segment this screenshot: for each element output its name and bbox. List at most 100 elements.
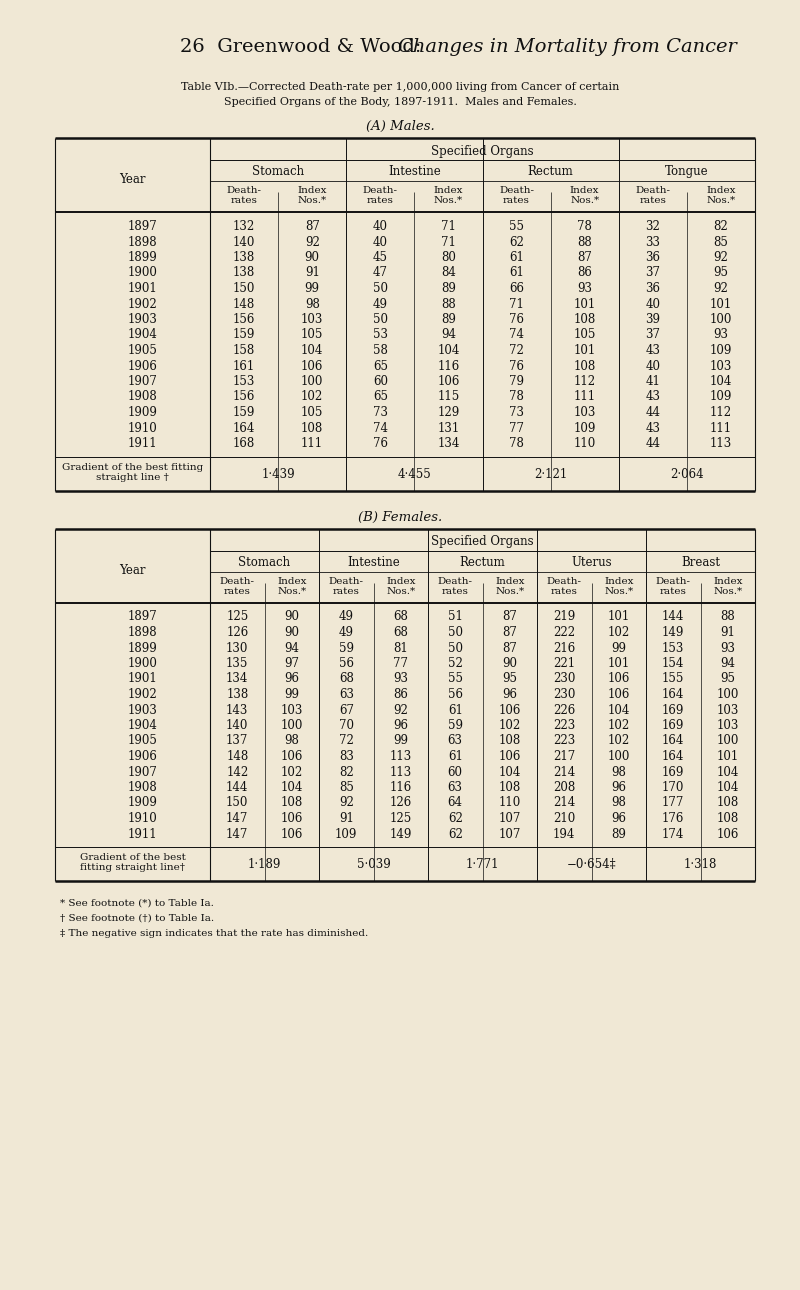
Text: 144: 144	[226, 780, 249, 795]
Text: 148: 148	[233, 298, 255, 311]
Text: 5·039: 5·039	[357, 858, 390, 871]
Text: 1902: 1902	[128, 298, 158, 311]
Text: 106: 106	[607, 688, 630, 700]
Text: 106: 106	[607, 672, 630, 685]
Text: 60: 60	[448, 765, 462, 778]
Text: 217: 217	[553, 749, 575, 762]
Text: 1911: 1911	[128, 437, 158, 450]
Text: ‡ The negative sign indicates that the rate has diminished.: ‡ The negative sign indicates that the r…	[60, 929, 368, 938]
Text: 107: 107	[498, 827, 521, 841]
Text: 113: 113	[390, 749, 412, 762]
Text: 79: 79	[509, 375, 524, 388]
Text: 112: 112	[574, 375, 596, 388]
Text: 210: 210	[553, 811, 575, 826]
Text: 39: 39	[646, 313, 660, 326]
Text: 1911: 1911	[128, 827, 158, 841]
Text: 85: 85	[339, 780, 354, 795]
Text: 47: 47	[373, 267, 388, 280]
Text: † See footnote (†) to Table Ia.: † See footnote (†) to Table Ia.	[60, 915, 214, 924]
Text: 103: 103	[710, 360, 732, 373]
Text: 62: 62	[448, 811, 462, 826]
Text: 147: 147	[226, 811, 249, 826]
Text: 1905: 1905	[127, 344, 158, 357]
Text: Tongue: Tongue	[665, 165, 709, 178]
Text: 1908: 1908	[128, 391, 158, 404]
Text: 4·455: 4·455	[398, 467, 431, 480]
Text: 129: 129	[438, 406, 459, 419]
Text: 111: 111	[574, 391, 596, 404]
Text: 142: 142	[226, 765, 248, 778]
Text: 91: 91	[339, 811, 354, 826]
Text: 96: 96	[611, 811, 626, 826]
Text: 108: 108	[717, 811, 739, 826]
Text: Specified Organs: Specified Organs	[431, 144, 534, 157]
Text: Rectum: Rectum	[460, 556, 506, 569]
Text: 95: 95	[720, 672, 735, 685]
Text: 106: 106	[498, 703, 521, 716]
Text: 43: 43	[646, 422, 660, 435]
Text: 140: 140	[226, 719, 249, 731]
Text: 76: 76	[509, 313, 524, 326]
Text: 106: 106	[281, 827, 303, 841]
Text: 1907: 1907	[127, 765, 158, 778]
Text: 1903: 1903	[127, 313, 158, 326]
Text: Index
Nos.*: Index Nos.*	[277, 577, 306, 596]
Text: 110: 110	[574, 437, 596, 450]
Text: 50: 50	[448, 641, 462, 654]
Text: 134: 134	[226, 672, 249, 685]
Text: 92: 92	[339, 796, 354, 810]
Text: 1899: 1899	[128, 641, 158, 654]
Text: Intestine: Intestine	[388, 165, 441, 178]
Text: 87: 87	[305, 221, 320, 233]
Text: 194: 194	[553, 827, 575, 841]
Text: Index
Nos.*: Index Nos.*	[604, 577, 634, 596]
Text: 90: 90	[284, 610, 299, 623]
Text: 96: 96	[284, 672, 299, 685]
Text: 74: 74	[373, 422, 388, 435]
Text: 101: 101	[710, 298, 732, 311]
Text: 90: 90	[502, 657, 518, 670]
Text: 73: 73	[373, 406, 388, 419]
Text: 63: 63	[448, 734, 462, 747]
Text: 85: 85	[714, 236, 728, 249]
Text: 36: 36	[646, 283, 660, 295]
Text: 230: 230	[553, 672, 575, 685]
Text: 208: 208	[553, 780, 575, 795]
Text: 169: 169	[662, 719, 685, 731]
Text: 76: 76	[373, 437, 388, 450]
Text: 143: 143	[226, 703, 249, 716]
Text: 72: 72	[509, 344, 524, 357]
Text: 109: 109	[710, 344, 732, 357]
Text: 156: 156	[233, 313, 255, 326]
Text: 158: 158	[233, 344, 255, 357]
Text: 108: 108	[498, 734, 521, 747]
Text: 64: 64	[448, 796, 462, 810]
Text: 93: 93	[714, 329, 729, 342]
Text: Index
Nos.*: Index Nos.*	[386, 577, 415, 596]
Text: 36: 36	[646, 252, 660, 264]
Text: 87: 87	[578, 252, 592, 264]
Text: 177: 177	[662, 796, 685, 810]
Text: 149: 149	[390, 827, 412, 841]
Text: 108: 108	[301, 422, 323, 435]
Text: 1897: 1897	[128, 221, 158, 233]
Text: 164: 164	[662, 734, 685, 747]
Text: 2·121: 2·121	[534, 467, 567, 480]
Text: 153: 153	[662, 641, 685, 654]
Text: 2·064: 2·064	[670, 467, 704, 480]
Text: 161: 161	[233, 360, 255, 373]
Text: 164: 164	[662, 749, 685, 762]
Text: 100: 100	[717, 688, 739, 700]
Text: 68: 68	[394, 626, 408, 639]
Text: 62: 62	[509, 236, 524, 249]
Text: 131: 131	[438, 422, 459, 435]
Text: 1909: 1909	[127, 406, 158, 419]
Text: Uterus: Uterus	[571, 556, 612, 569]
Text: 26  Greenwood & Wood:: 26 Greenwood & Wood:	[180, 37, 428, 55]
Text: 100: 100	[710, 313, 732, 326]
Text: 91: 91	[720, 626, 735, 639]
Text: Table VIb.—Corrected Death-rate per 1,000,000 living from Cancer of certain: Table VIb.—Corrected Death-rate per 1,00…	[181, 83, 619, 92]
Text: 98: 98	[305, 298, 320, 311]
Text: 144: 144	[662, 610, 685, 623]
Text: 155: 155	[662, 672, 685, 685]
